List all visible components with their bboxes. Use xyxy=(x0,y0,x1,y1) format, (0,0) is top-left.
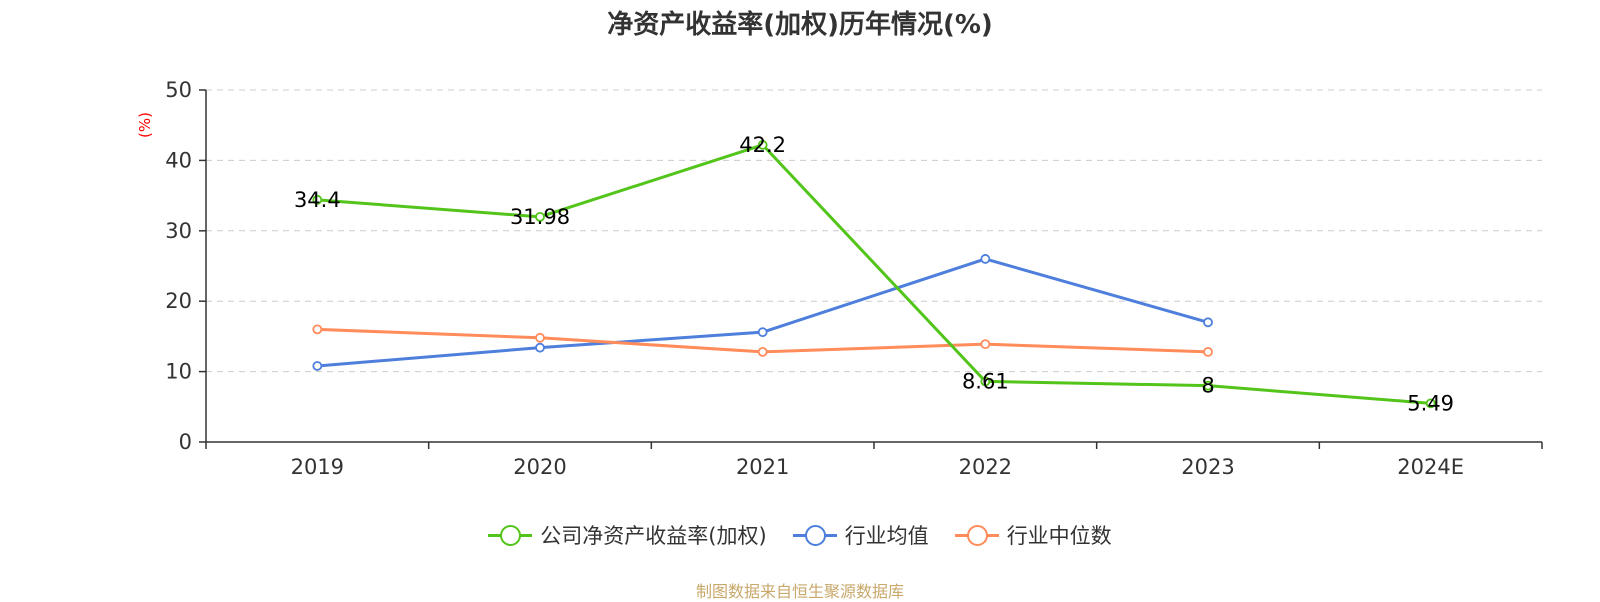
data-point xyxy=(757,346,768,357)
data-point xyxy=(980,254,991,264)
y-tick-label: 30 xyxy=(165,219,192,243)
data-label: 8.61 xyxy=(962,369,1009,393)
legend-item[interactable]: 行业中位数 xyxy=(954,520,1112,550)
source-note: 制图数据来自恒生聚源数据库 xyxy=(695,582,904,601)
x-tick-label: 2019 xyxy=(291,455,344,479)
x-tick-label: 2024E xyxy=(1397,455,1464,479)
y-tick-label: 40 xyxy=(165,148,192,172)
data-point xyxy=(1425,398,1436,409)
x-tick-label: 2023 xyxy=(1181,455,1234,479)
x-tick-label: 2022 xyxy=(959,455,1012,479)
data-point xyxy=(1203,317,1213,328)
y-tick-label: 0 xyxy=(179,430,192,454)
legend-label: 行业均值 xyxy=(844,524,929,548)
legend: 公司净资产收益率(加权) 行业均值 行业中位数 xyxy=(0,520,1600,550)
data-point xyxy=(757,327,768,338)
data-label: 34.4 xyxy=(294,188,341,212)
legend-swatch-icon xyxy=(792,522,837,548)
legend-swatch-icon xyxy=(954,522,999,548)
data-point xyxy=(1203,380,1213,391)
axes: 0 10 20 30 40 50 (%) 2019 2020 2021 2022 2023 2024E xyxy=(136,78,1543,479)
data-labels: 34.4 31.98 42.2 8.61 8 5.49 xyxy=(294,133,1454,415)
data-point xyxy=(535,332,545,343)
y-tick-label: 10 xyxy=(165,360,192,384)
data-label: 31.98 xyxy=(510,205,570,229)
y-axis-unit-label: (%) xyxy=(136,112,154,138)
data-point xyxy=(312,194,323,205)
x-tick-label: 2020 xyxy=(513,455,566,479)
data-point xyxy=(312,361,323,371)
legend-swatch-icon xyxy=(488,522,533,548)
y-tick-label: 20 xyxy=(165,289,192,313)
chart-title: 净资产收益率(加权)历年情况(%) xyxy=(607,10,993,40)
data-point xyxy=(757,140,768,150)
data-label: 5.49 xyxy=(1407,391,1454,415)
legend-label: 公司净资产收益率(加权) xyxy=(540,524,767,548)
legend-item[interactable]: 公司净资产收益率(加权) xyxy=(488,520,767,550)
legend-label: 行业中位数 xyxy=(1006,524,1112,548)
series-line xyxy=(317,143,1431,405)
y-tick-label: 50 xyxy=(165,78,192,102)
data-point xyxy=(980,339,991,350)
data-point xyxy=(312,324,323,335)
data-label: 8 xyxy=(1201,374,1214,398)
data-point xyxy=(535,342,545,353)
x-tick-label: 2021 xyxy=(736,455,789,479)
data-point xyxy=(980,376,991,387)
data-label: 42.2 xyxy=(739,133,786,157)
data-point xyxy=(535,211,545,222)
legend-item[interactable]: 行业均值 xyxy=(792,520,929,550)
grid-lines xyxy=(206,89,1542,373)
data-point xyxy=(1203,346,1213,357)
series-lines xyxy=(312,140,1436,409)
